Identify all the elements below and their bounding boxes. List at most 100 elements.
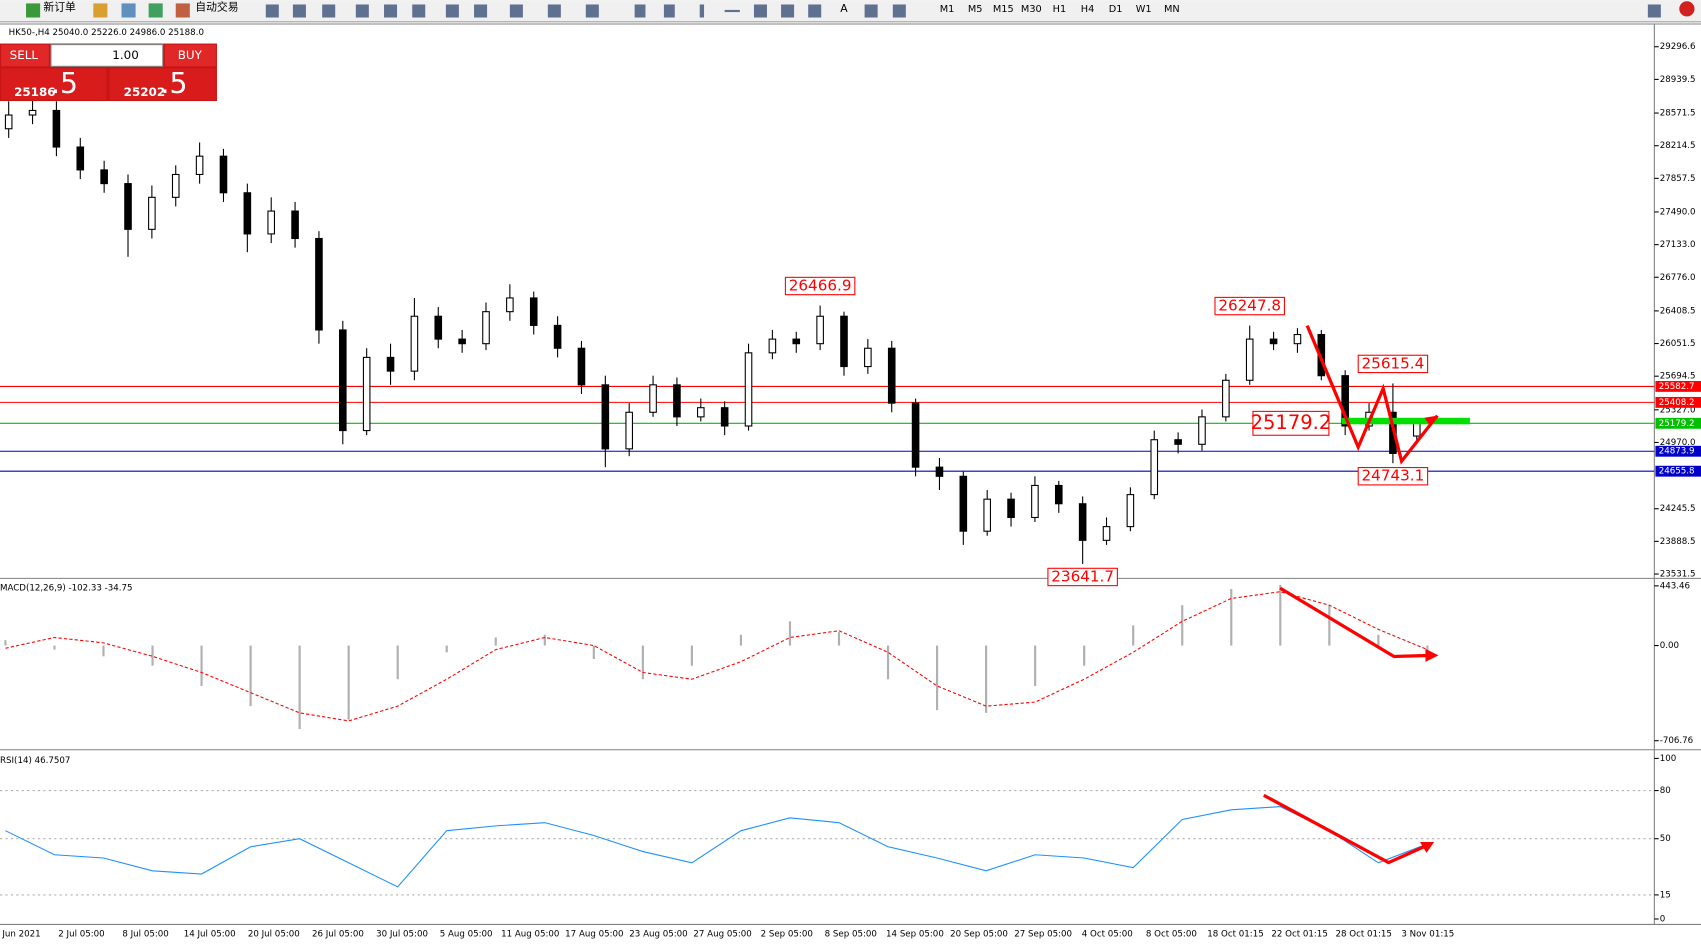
tool-icon[interactable] <box>148 3 163 18</box>
tool-icon[interactable] <box>864 4 878 18</box>
period-button[interactable]: W1 <box>1136 4 1152 15</box>
tool-icon[interactable] <box>892 4 906 18</box>
period-button[interactable]: M1 <box>940 4 955 15</box>
x-tick-label: 28 Oct 01:15 <box>1336 930 1392 940</box>
new-order-icon[interactable] <box>26 3 41 18</box>
candle-body <box>983 498 991 532</box>
toolbar <box>0 0 1701 22</box>
level-tag <box>1655 380 1701 392</box>
ask-box[interactable] <box>109 68 216 100</box>
histogram-bar <box>739 634 743 646</box>
histogram-bar <box>886 645 890 680</box>
tool-icon[interactable] <box>292 4 306 18</box>
arrow-head <box>1424 415 1438 427</box>
candle-body <box>649 384 657 413</box>
price-annotation-box <box>1357 467 1429 486</box>
period-button[interactable]: MN <box>1164 4 1180 15</box>
bid-fraction[interactable]: .5 <box>51 67 78 100</box>
candle-body <box>124 183 132 230</box>
y-tick-label: 27490.0 <box>1660 207 1696 217</box>
histogram-bar <box>837 632 841 646</box>
candle-body <box>1054 484 1063 505</box>
period-button[interactable]: M15 <box>993 4 1014 15</box>
buy-button[interactable] <box>164 44 216 67</box>
bid[interactable]: 25186 <box>14 85 55 99</box>
lot-value[interactable]: 1.00 <box>112 48 139 62</box>
buy-label[interactable]: BUY <box>178 48 203 62</box>
tool-icon[interactable] <box>724 9 740 13</box>
histogram-bar <box>1328 605 1331 646</box>
candle-body <box>28 109 37 116</box>
tool-icon[interactable] <box>93 3 108 18</box>
tool-icon[interactable] <box>474 4 488 18</box>
alert-icon[interactable] <box>1679 1 1695 17</box>
period-button[interactable]: H4 <box>1081 4 1095 15</box>
ask-fraction[interactable]: .5 <box>161 67 188 100</box>
candle-body <box>935 466 944 477</box>
lot-input[interactable] <box>50 44 164 67</box>
tool-icon[interactable] <box>121 3 136 18</box>
candle-body <box>1078 503 1087 541</box>
tool-icon[interactable] <box>355 4 369 18</box>
candle-body <box>1293 333 1302 345</box>
histogram-bar <box>249 645 252 707</box>
x-tick-label: 18 Oct 01:15 <box>1207 930 1263 940</box>
candle-body <box>195 155 204 176</box>
pane-title: RSI(14) 46.7507 <box>0 756 70 766</box>
x-tick-label: 8 Oct 05:00 <box>1146 930 1197 940</box>
tool-icon[interactable] <box>412 4 426 18</box>
tool-icon[interactable] <box>808 4 822 18</box>
tool-icon[interactable] <box>753 4 767 18</box>
tool-icon[interactable] <box>547 4 561 18</box>
divergence-arrow <box>1279 586 1433 659</box>
y-tick-label: 29296.6 <box>1660 42 1696 52</box>
bid-box[interactable] <box>1 68 107 100</box>
price-annotation: 25615.4 <box>1362 354 1425 372</box>
y-tick-label: 28939.5 <box>1660 75 1696 85</box>
search-icon[interactable] <box>1647 4 1661 18</box>
sell-button[interactable] <box>1 44 49 67</box>
auto-trading[interactable]: 自动交易 <box>195 0 238 14</box>
period-button[interactable]: H1 <box>1053 4 1067 15</box>
tool-icon[interactable] <box>445 4 459 18</box>
tool-icon[interactable] <box>384 4 398 18</box>
candle-body <box>864 347 872 368</box>
tool-icon[interactable] <box>663 4 675 18</box>
ask[interactable]: 25202 <box>124 85 165 99</box>
tool-icon[interactable] <box>585 4 599 18</box>
candle-body <box>339 329 347 432</box>
x-tick-label: 23 Aug 05:00 <box>629 930 687 940</box>
tool-icon[interactable] <box>781 4 795 18</box>
candle-body <box>816 315 824 345</box>
auto-trading-icon[interactable] <box>175 3 190 18</box>
tool-icon[interactable] <box>509 4 523 18</box>
level-label: 25582.7 <box>1659 382 1695 392</box>
period-button[interactable]: M30 <box>1021 4 1042 15</box>
period-button[interactable]: D1 <box>1109 4 1123 15</box>
period-button[interactable]: M5 <box>968 4 983 15</box>
price-annotation-box <box>1214 296 1285 316</box>
y-tick-label: 26776.0 <box>1660 273 1696 283</box>
candle-body <box>291 210 299 240</box>
new-order[interactable]: 新订单 <box>43 0 76 14</box>
sell-label[interactable]: SELL <box>10 48 39 62</box>
tool-icon[interactable] <box>265 4 279 18</box>
candle-body <box>529 297 538 326</box>
text-tool[interactable]: A <box>840 2 848 15</box>
tool-icon[interactable] <box>322 4 336 18</box>
y-tick-label: 26051.5 <box>1660 339 1696 349</box>
candle-body <box>1198 416 1206 445</box>
y-tick-label: 100 <box>1660 754 1677 764</box>
tool-icon[interactable] <box>699 4 705 18</box>
x-tick-label: 2 Jul 05:00 <box>58 930 104 940</box>
histogram-bar <box>396 645 399 680</box>
candle-body <box>744 352 753 427</box>
histogram-bar <box>543 634 546 646</box>
histogram-bar <box>592 645 595 660</box>
candle-body <box>1031 484 1039 519</box>
x-tick-label: 22 Oct 01:15 <box>1271 930 1327 940</box>
candle-body <box>625 411 633 450</box>
y-tick-label: 0.00 <box>1660 641 1679 651</box>
tool-icon[interactable] <box>634 4 646 18</box>
